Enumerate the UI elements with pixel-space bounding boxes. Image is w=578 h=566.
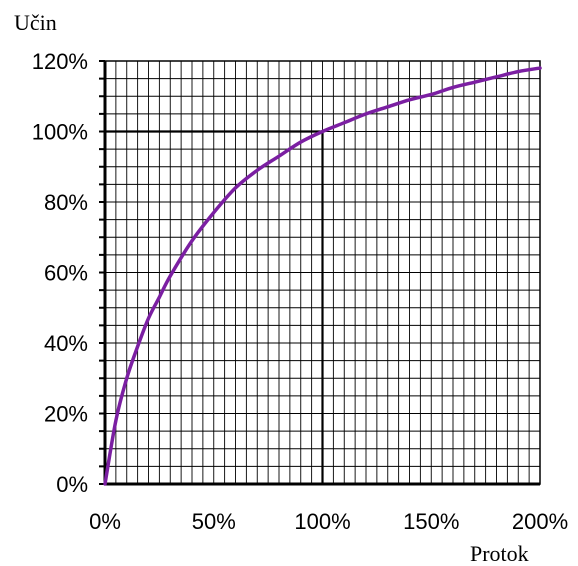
y-tick-label: 80%	[44, 190, 88, 215]
y-tick-label: 60%	[44, 261, 88, 286]
y-tick-label: 120%	[32, 49, 88, 74]
x-axis-label: Protok	[470, 541, 529, 566]
x-tick-label: 50%	[192, 509, 236, 534]
y-axis-label: Učin	[14, 10, 57, 35]
x-tick-label: 150%	[403, 509, 459, 534]
reference-lines	[105, 130, 324, 484]
y-tick-label: 20%	[44, 402, 88, 427]
tick-labels: 0% 50% 100% 150% 200% 0% 20% 40% 60% 80% 100% 120%	[32, 49, 568, 534]
x-tick-label: 0%	[89, 509, 121, 534]
y-tick-label: 100%	[32, 120, 88, 145]
x-tick-label: 200%	[512, 509, 568, 534]
x-tick-label: 100%	[294, 509, 350, 534]
y-tick-label: 0%	[56, 472, 88, 497]
y-tick-label: 40%	[44, 331, 88, 356]
series-layer	[103, 66, 542, 486]
series-line	[103, 66, 542, 486]
